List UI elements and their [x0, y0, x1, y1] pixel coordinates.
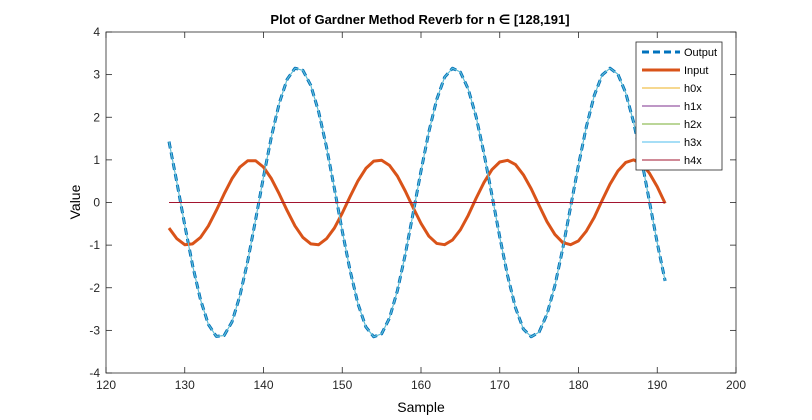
x-tick-label: 140 [253, 378, 273, 392]
x-axis-label: Sample [397, 399, 445, 415]
legend: Output Input h0x h1x h2x h3x h4x [635, 41, 723, 171]
y-tick-label: -1 [89, 238, 100, 252]
x-tick-label: 130 [175, 378, 195, 392]
x-tick-label: 150 [332, 378, 352, 392]
y-tick-label: -3 [89, 323, 100, 337]
ticks: 120 130 140 150 160 170 180 190 200 -4 -3 -2 -1 0 1 2 3 4 [89, 25, 746, 392]
y-tick-label: -2 [89, 281, 100, 295]
y-tick-label: 2 [93, 110, 100, 124]
legend-label-h1x: h1x [684, 101, 702, 113]
legend-label-input: Input [684, 65, 708, 77]
y-tick-label: -4 [89, 366, 100, 380]
legend-label-output: Output [684, 47, 717, 59]
legend-label-h0x: h0x [684, 83, 702, 95]
x-tick-label: 160 [411, 378, 431, 392]
x-tick-label: 180 [568, 378, 588, 392]
legend-label-h4x: h4x [684, 155, 702, 167]
y-tick-label: 1 [93, 153, 100, 167]
y-axis-label: Value [67, 184, 83, 219]
y-tick-label: 0 [93, 196, 100, 210]
series-line-h3x [168, 67, 666, 338]
series-layer [167, 66, 667, 339]
legend-label-h2x: h2x [684, 119, 702, 131]
y-tick-label: 3 [93, 68, 100, 82]
y-tick-label: 4 [93, 25, 100, 39]
x-tick-label: 200 [726, 378, 746, 392]
x-tick-label: 120 [96, 378, 116, 392]
x-tick-label: 190 [647, 378, 667, 392]
chart-title: Plot of Gardner Method Reverb for n ∈ [1… [270, 12, 569, 27]
axes: 120 130 140 150 160 170 180 190 200 -4 -3 -2 -1 0 1 2 3 4 [89, 25, 746, 392]
series-line-input [167, 158, 667, 247]
legend-label-h3x: h3x [684, 137, 702, 149]
x-tick-label: 170 [490, 378, 510, 392]
